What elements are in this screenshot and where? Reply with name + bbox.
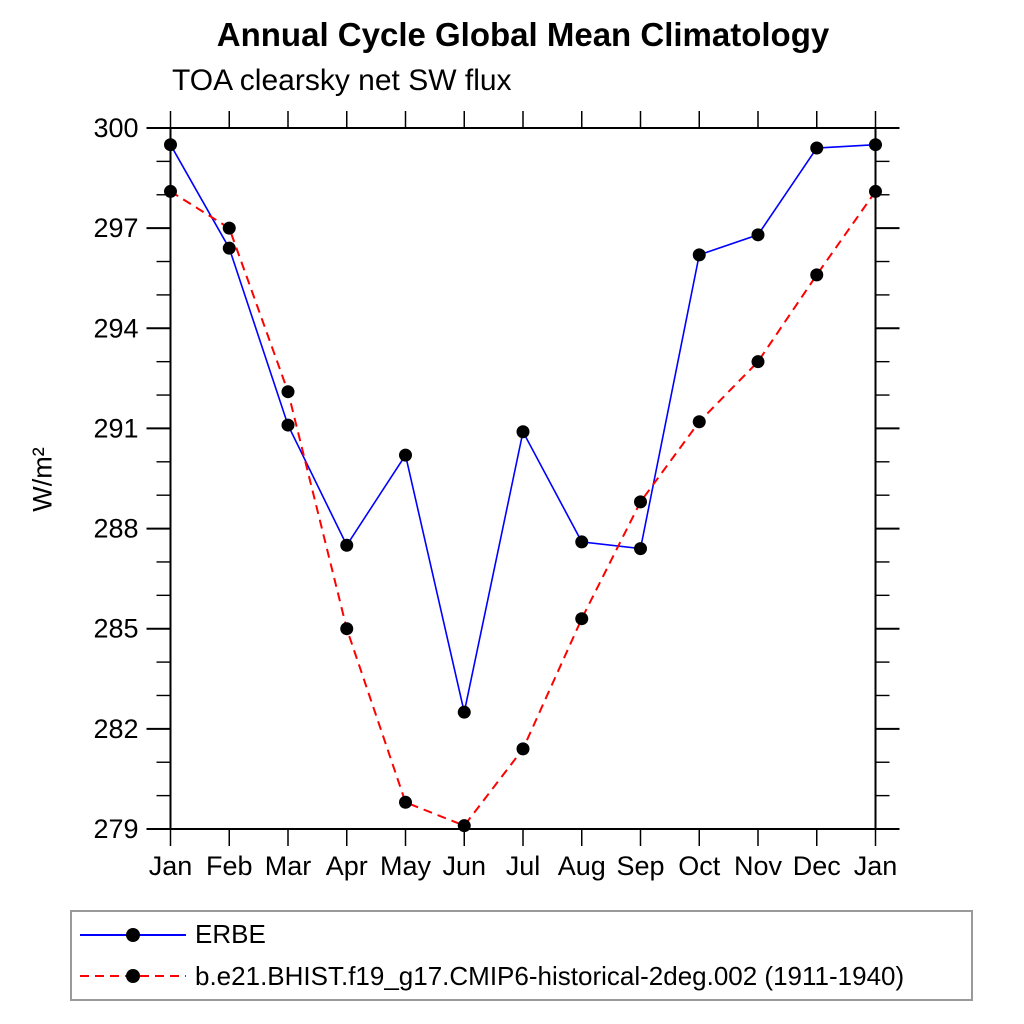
plot-frame: [169, 127, 877, 830]
y-tick-label: 291: [93, 413, 138, 443]
y-tick-label: 297: [93, 213, 138, 243]
y-tick-label: 294: [93, 313, 138, 343]
data-point-marker: [340, 622, 354, 636]
data-point-marker: [810, 141, 824, 155]
x-tick-label: Dec: [793, 851, 841, 881]
model-line: [169, 190, 877, 827]
data-point-marker: [575, 612, 589, 626]
data-point-marker: [692, 415, 706, 429]
data-point-marker: [516, 425, 530, 439]
x-tick-label: Sep: [616, 851, 664, 881]
model-line-sample-icon: [80, 969, 186, 984]
legend-label-erbe: ERBE: [195, 919, 266, 950]
data-point-marker: [164, 184, 177, 198]
data-point-marker: [340, 538, 354, 552]
chart-subtitle: TOA clearsky net SW flux: [172, 64, 512, 97]
data-point-marker: [399, 795, 412, 809]
data-point-marker: [869, 184, 882, 198]
data-point-marker: [692, 248, 706, 262]
x-tick-label: Apr: [326, 851, 368, 881]
data-point-marker: [751, 355, 765, 369]
legend-item-erbe: ERBE: [77, 915, 969, 955]
data-point-marker: [281, 385, 295, 399]
x-tick-label: Jan: [854, 851, 898, 881]
data-point-marker: [281, 418, 295, 432]
y-tick-label: 285: [93, 614, 138, 644]
legend-item-model: b.e21.BHIST.f19_g17.CMIP6-historical-2de…: [77, 956, 969, 996]
chart-title: Annual Cycle Global Mean Climatology: [216, 16, 830, 53]
data-point-marker: [457, 705, 471, 719]
legend-label-model: b.e21.BHIST.f19_g17.CMIP6-historical-2de…: [195, 960, 905, 991]
x-tick-label: Oct: [678, 851, 721, 881]
x-tick-label: May: [380, 851, 432, 881]
data-point-marker: [222, 241, 236, 255]
data-point-marker: [222, 221, 236, 235]
y-tick-label: 288: [93, 514, 138, 544]
data-point-marker: [869, 138, 882, 152]
data-point-marker: [634, 495, 647, 509]
data-point-marker: [810, 268, 824, 282]
data-point-marker: [457, 819, 471, 833]
x-tick-label: Nov: [734, 851, 783, 881]
y-tick-label: 282: [93, 714, 138, 744]
data-point-marker: [399, 448, 412, 462]
erbe-line-sample-icon: [80, 927, 186, 942]
x-tick-label: Mar: [265, 851, 312, 881]
y-tick-label: 279: [93, 814, 138, 844]
x-tick-label: Jan: [149, 851, 193, 881]
data-point-marker: [634, 542, 647, 556]
data-point-marker: [164, 138, 177, 152]
y-tick-label: 300: [93, 113, 138, 143]
data-point-marker: [575, 535, 589, 549]
data-point-marker: [751, 228, 765, 242]
x-tick-label: Jun: [442, 851, 486, 881]
legend-box: ERBE b.e21.BHIST.f19_g17.CMIP6-historica…: [70, 910, 973, 1001]
x-tick-label: Jul: [506, 851, 541, 881]
x-tick-label: Feb: [206, 851, 253, 881]
x-tick-label: Aug: [558, 851, 606, 881]
data-point-marker: [516, 742, 530, 756]
